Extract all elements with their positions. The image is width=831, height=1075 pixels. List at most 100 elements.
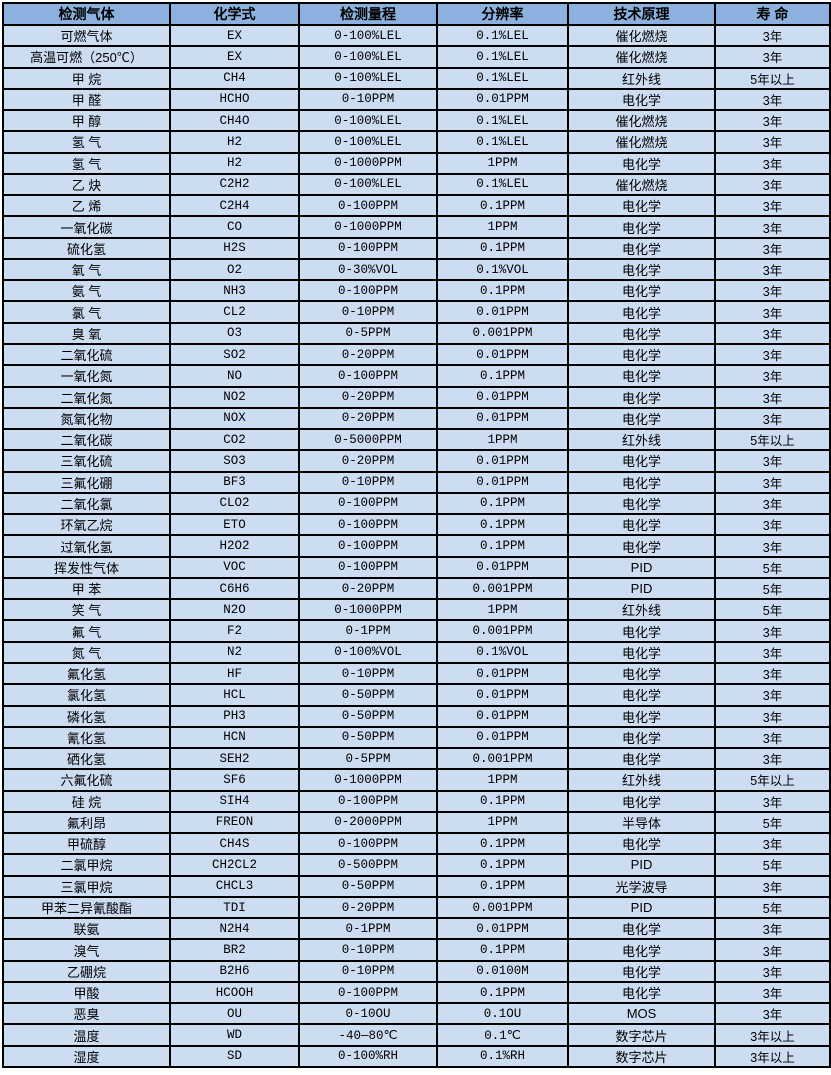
table-cell: 0.1PPM [436, 789, 569, 813]
table-cell: 氟化氢 [2, 661, 171, 686]
table-cell: 0-1000PPM [298, 215, 438, 239]
table-cell: 甲 醛 [2, 87, 171, 112]
table-row: 三氧化硫 SO3 0-20PPM 0.01PPM 电化学 3年 [2, 449, 831, 473]
table-cell: 0.001PPM [436, 321, 569, 345]
table-row: 一氧化碳 CO 0-1000PPM 1PPM 电化学 3年 [2, 215, 831, 239]
table-cell: 0-100PPM [298, 980, 438, 1005]
table-cell: 1PPM [436, 768, 569, 792]
table-cell: 0-2000PPM [298, 810, 438, 835]
table-cell: 电化学 [567, 449, 716, 473]
table-cell: 氢 气 [2, 130, 171, 154]
table-cell: EX [169, 23, 300, 48]
table-cell: SO3 [169, 449, 300, 473]
table-cell: 三氯甲烷 [2, 874, 171, 898]
table-cell: 3年以上 [714, 1044, 831, 1069]
table-cell: HCHO [169, 87, 300, 112]
table-cell: 0.0100M [436, 959, 569, 983]
table-cell: NH3 [169, 279, 300, 303]
table-row: 二氧化氮 NO2 0-20PPM 0.01PPM 电化学 3年 [2, 385, 831, 409]
gas-table-body: 可燃气体 EX 0-100%LEL 0.1%LEL 催化燃烧 3年 高温可燃（250℃） EX… [2, 23, 831, 1069]
table-cell: 0.1%LEL [436, 23, 569, 48]
table-cell: NOX [169, 406, 300, 431]
table-cell: 3年 [714, 917, 831, 941]
table-cell: 电化学 [567, 534, 716, 558]
table-cell: 0-20PPM [298, 385, 438, 409]
table-cell: 红外线 [567, 598, 716, 622]
table-cell: 二氧化碳 [2, 428, 171, 452]
table-cell: 3年 [714, 640, 831, 664]
table-row: 氨 气 NH3 0-100PPM 0.1PPM 电化学 3年 [2, 279, 831, 303]
table-cell: 电化学 [567, 470, 716, 494]
table-row: 二氧化碳 CO2 0-5000PPM 1PPM 红外线 5年以上 [2, 428, 831, 452]
table-cell: 一氧化碳 [2, 215, 171, 239]
table-cell: 3年 [714, 406, 831, 431]
header-row: 检测气体 化学式 检测量程 分辨率 技术原理 寿 命 [2, 2, 831, 26]
table-cell: 湿度 [2, 1044, 171, 1069]
table-cell: 0-5PPM [298, 747, 438, 771]
table-cell: 0.1℃ [436, 1023, 569, 1047]
table-row: 温度 WD -40—80℃ 0.1℃ 数字芯片 3年以上 [2, 1023, 831, 1047]
table-cell: O3 [169, 321, 300, 345]
table-cell: C2H2 [169, 172, 300, 197]
table-cell: 0.1PPM [436, 194, 569, 218]
table-cell: 0-10PPM [298, 470, 438, 494]
table-cell: 0.01PPM [436, 406, 569, 431]
table-cell: 氯 气 [2, 300, 171, 324]
table-row: 乙 烯 C2H4 0-100PPM 0.1PPM 电化学 3年 [2, 194, 831, 218]
table-cell: 0.01PPM [436, 470, 569, 494]
table-cell: 0.01PPM [436, 661, 569, 686]
table-cell: 0-100PPM [298, 236, 438, 260]
table-row: 甲 苯 C6H6 0-20PPM 0.001PPM PID 5年 [2, 576, 831, 601]
table-row: 三氟化硼 BF3 0-10PPM 0.01PPM 电化学 3年 [2, 470, 831, 494]
table-cell: HCN [169, 725, 300, 750]
table-cell: 3年 [714, 23, 831, 48]
table-cell: BF3 [169, 470, 300, 494]
table-cell: 半导体 [567, 810, 716, 835]
table-cell: 0.1PPM [436, 853, 569, 877]
table-cell: 0-100PPM [298, 364, 438, 388]
table-cell: 电化学 [567, 789, 716, 813]
table-cell: 乙 炔 [2, 172, 171, 197]
table-row: 硒化氢 SEH2 0-5PPM 0.001PPM 电化学 3年 [2, 747, 831, 771]
table-cell: 0-50PPM [298, 683, 438, 707]
table-cell: 甲 醇 [2, 109, 171, 133]
table-cell: 温度 [2, 1023, 171, 1047]
table-cell: 3年 [714, 194, 831, 218]
table-row: 甲 醇 CH4O 0-100%LEL 0.1%LEL 催化燃烧 3年 [2, 109, 831, 133]
table-cell: 3年 [714, 87, 831, 112]
table-cell: 0-5000PPM [298, 428, 438, 452]
table-cell: PID [567, 576, 716, 601]
table-cell: NO2 [169, 385, 300, 409]
table-row: 硅 烷 SIH4 0-100PPM 0.1PPM 电化学 3年 [2, 789, 831, 813]
table-cell: 电化学 [567, 747, 716, 771]
table-cell: HF [169, 661, 300, 686]
table-cell: TDI [169, 895, 300, 920]
table-cell: 0.1%RH [436, 1044, 569, 1069]
table-cell: 3年 [714, 385, 831, 409]
table-cell: 0.001PPM [436, 576, 569, 601]
table-cell: 5年 [714, 598, 831, 622]
table-cell: 0.1%VOL [436, 640, 569, 664]
table-cell: 3年 [714, 1002, 831, 1026]
table-cell: 5年 [714, 555, 831, 579]
table-cell: 1PPM [436, 215, 569, 239]
table-cell: SIH4 [169, 789, 300, 813]
table-cell: 0-20PPM [298, 449, 438, 473]
table-cell: 0.01PPM [436, 704, 569, 728]
table-cell: 甲酸 [2, 980, 171, 1005]
table-row: 甲 醛 HCHO 0-10PPM 0.01PPM 电化学 3年 [2, 87, 831, 112]
table-cell: 0.01PPM [436, 683, 569, 707]
table-cell: 0.01PPM [436, 555, 569, 579]
table-cell: MOS [567, 1002, 716, 1026]
table-cell: 硒化氢 [2, 747, 171, 771]
table-cell: NO [169, 364, 300, 388]
table-cell: 0-100%LEL [298, 130, 438, 154]
table-cell: CH2CL2 [169, 853, 300, 877]
column-header-gas: 检测气体 [2, 2, 171, 26]
table-cell: 0-1000PPM [298, 151, 438, 175]
table-cell: 氧 气 [2, 257, 171, 282]
table-header: 检测气体 化学式 检测量程 分辨率 技术原理 寿 命 [2, 2, 831, 26]
table-cell: 5年 [714, 810, 831, 835]
table-cell: 0-50PPM [298, 704, 438, 728]
